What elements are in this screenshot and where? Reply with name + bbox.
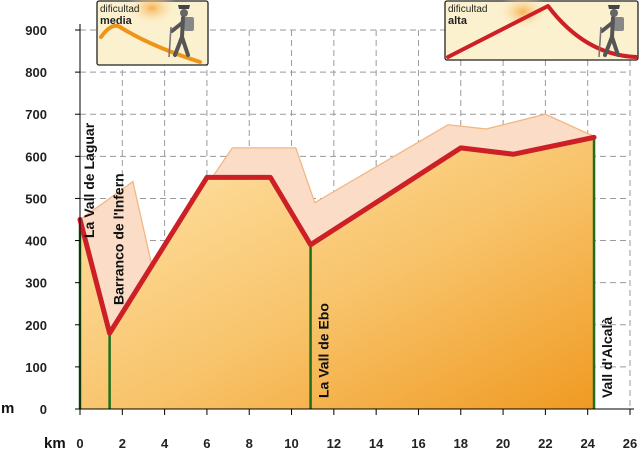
x-tick-label-2: 2 xyxy=(119,436,126,450)
x-tick-label-18: 18 xyxy=(454,436,468,450)
leg-back-icon xyxy=(180,35,190,57)
badge-big-label: media xyxy=(100,15,133,27)
hat-icon xyxy=(608,5,620,9)
waypoint-label-0: La Vall de Laguar xyxy=(81,122,97,238)
y-tick-label-600: 600 xyxy=(25,149,47,164)
badge-small-label: dificultad xyxy=(448,4,487,15)
badge-big-label: alta xyxy=(448,15,468,27)
y-tick-label-800: 800 xyxy=(25,65,47,80)
difficulty-curve-icon xyxy=(446,4,638,59)
hiker-icon xyxy=(598,5,624,58)
x-tick-label-8: 8 xyxy=(246,436,253,450)
y-tick-label-900: 900 xyxy=(25,23,47,38)
torso-icon xyxy=(610,16,615,39)
x-tick-label-0: 0 xyxy=(76,436,83,450)
profile-area-fill xyxy=(80,137,595,409)
y-axis-unit-label: m xyxy=(1,400,14,417)
shadow-relief xyxy=(79,113,597,334)
arm-icon xyxy=(170,21,184,33)
y-tick-label-500: 500 xyxy=(25,191,47,206)
y-tick-label-400: 400 xyxy=(25,234,47,249)
x-tick-label-22: 22 xyxy=(538,436,552,450)
x-tick-label-10: 10 xyxy=(284,436,298,450)
y-tick-label-300: 300 xyxy=(25,276,47,291)
leg-front-icon xyxy=(173,35,184,57)
backpack-icon xyxy=(614,17,624,31)
x-tick-label-16: 16 xyxy=(411,436,425,450)
leg-back-icon xyxy=(610,35,620,57)
y-tick-label-100: 100 xyxy=(25,360,47,375)
torso-icon xyxy=(180,16,185,39)
x-tick-label-26: 26 xyxy=(623,436,637,450)
x-tick-label-24: 24 xyxy=(580,436,595,450)
y-tick-label-200: 200 xyxy=(25,318,47,333)
head-icon xyxy=(610,9,618,17)
walking-stick-icon xyxy=(168,26,172,58)
y-tick-label-700: 700 xyxy=(25,107,47,122)
x-tick-label-14: 14 xyxy=(369,436,384,450)
hiker-icon xyxy=(168,5,194,58)
x-tick-label-12: 12 xyxy=(327,436,341,450)
arm-icon xyxy=(600,21,614,33)
x-tick-label-20: 20 xyxy=(496,436,510,450)
x-tick-label-6: 6 xyxy=(203,436,210,450)
x-tick-label-4: 4 xyxy=(161,436,169,450)
waypoint-labels: La Vall de Laguar Barranco de l'Infern La … xyxy=(81,122,615,398)
y-tick-label-0: 0 xyxy=(40,402,47,417)
profile-area xyxy=(80,137,595,409)
profile-line-group xyxy=(77,134,597,336)
waypoint-label-1: Barranco de l'Infern xyxy=(111,173,127,305)
x-axis-unit-label: km xyxy=(44,435,66,450)
leg-front-icon xyxy=(603,35,614,57)
walking-stick-icon xyxy=(598,26,602,58)
sun-glow-icon xyxy=(126,0,178,26)
hat-icon xyxy=(178,5,190,9)
waypoint-label-3: Vall d'Alcalà xyxy=(599,317,615,398)
waypoint-label-2: La Vall de Ebo xyxy=(316,303,332,398)
badge-small-label: dificultad xyxy=(100,4,139,15)
sun-glow-icon xyxy=(497,0,549,30)
shadow-relief-fill xyxy=(80,114,597,334)
backpack-icon xyxy=(184,17,194,31)
head-icon xyxy=(180,9,188,17)
shadow-relief-outline xyxy=(79,113,597,268)
profile-line xyxy=(77,134,597,336)
